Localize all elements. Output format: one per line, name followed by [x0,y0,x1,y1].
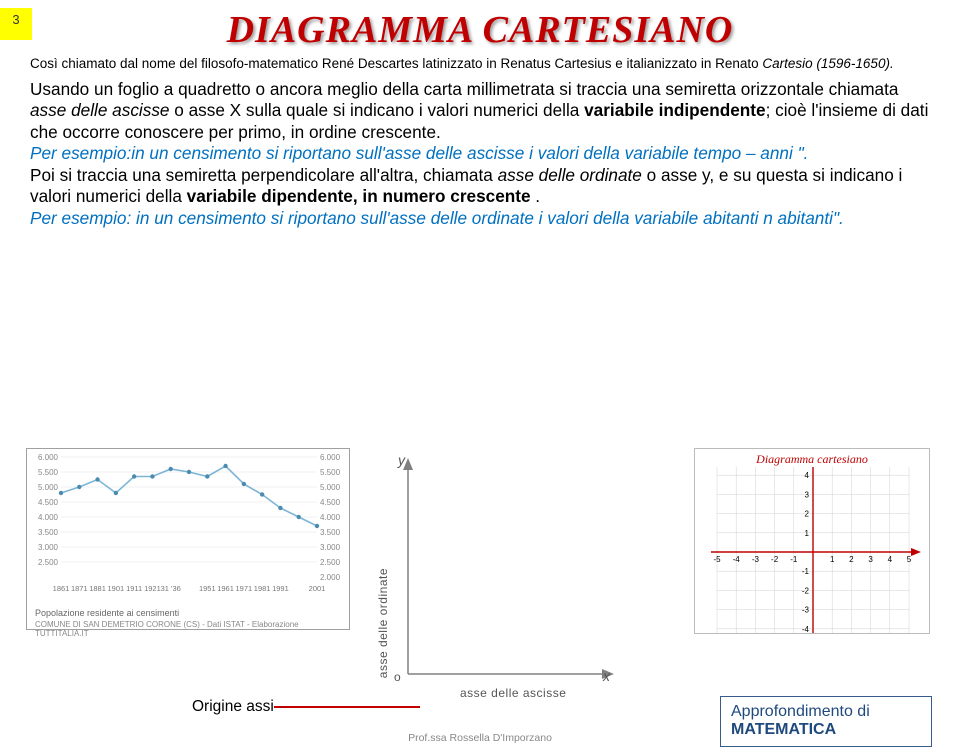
svg-text:-3: -3 [802,606,810,615]
svg-text:4: 4 [805,471,810,480]
svg-text:-1: -1 [802,567,810,576]
page-title: DIAGRAMMA CARTESIANO [0,8,960,52]
p2a: Poi si traccia una semiretta perpendicol… [30,165,498,185]
svg-text:3.500: 3.500 [320,528,341,537]
p1d: variabile indipendente [584,100,765,120]
x-axis-label: asse delle ascisse [460,686,566,700]
svg-text:3: 3 [805,490,810,499]
p1a: Usando un foglio a quadretto o ancora me… [30,79,898,99]
p2e: . [531,186,541,206]
population-chart: 6.000 5.500 5.000 4.500 4.000 3.500 3.000 2.500… [26,448,350,630]
svg-text:3.000: 3.000 [320,543,341,552]
svg-text:1: 1 [830,555,835,564]
svg-text:2001: 2001 [309,584,326,593]
origin-label: o [394,670,401,684]
example-2: Per esempio: in un censimento si riporta… [30,208,930,230]
svg-text:5: 5 [907,555,912,564]
svg-text:1861: 1861 [53,584,70,593]
svg-text:1921: 1921 [144,584,161,593]
paragraph-1: Usando un foglio a quadretto o ancora me… [30,79,930,144]
page-number: 3 [0,8,32,40]
svg-text:1981: 1981 [254,584,271,593]
svg-text:-2: -2 [771,555,779,564]
svg-text:4: 4 [888,555,893,564]
svg-text:6.000: 6.000 [38,453,59,462]
svg-text:3.500: 3.500 [38,528,59,537]
svg-text:2.500: 2.500 [320,558,341,567]
footer-author: Prof.ssa Rossella D'Imporzano [0,732,960,744]
svg-text:-5: -5 [713,555,721,564]
approf-line1: Approfondimento di [731,703,870,720]
svg-text:5.000: 5.000 [38,483,59,492]
svg-text:2.500: 2.500 [38,558,59,567]
origine-connector [274,706,420,708]
p1b: asse delle ascisse [30,100,169,120]
svg-text:5.500: 5.500 [320,468,341,477]
cartesian-svg: -5-5-4-4-3-3-2-2-1-11122334455 [695,467,931,633]
svg-text:1971: 1971 [236,584,253,593]
subtitle-ital: Cartesio (1596-1650). [762,56,893,71]
svg-text:1961: 1961 [217,584,234,593]
svg-text:3.000: 3.000 [38,543,59,552]
svg-text:-2: -2 [802,586,810,595]
axes-svg [372,448,622,704]
example-1: Per esempio:in un censimento si riportan… [30,143,930,165]
x-symbol: x [603,668,610,684]
subtitle: Così chiamato dal nome del filosofo-mate… [30,56,930,73]
svg-text:1871: 1871 [71,584,88,593]
svg-text:1881: 1881 [89,584,106,593]
axes-diagram: asse delle ordinate asse delle ascisse o… [372,448,622,704]
svg-text:1951: 1951 [199,584,216,593]
svg-text:4.500: 4.500 [320,498,341,507]
y-axis-label: asse delle ordinate [376,568,390,678]
fig3-title: Diagramma cartesiano [695,449,929,467]
svg-text:1911: 1911 [126,584,142,593]
cartesian-grid: Diagramma cartesiano -5-5-4-4-3-3-2-2-1-… [694,448,930,634]
svg-text:4.000: 4.000 [38,513,59,522]
body-text: Così chiamato dal nome del filosofo-mate… [0,52,960,229]
svg-text:-4: -4 [802,625,810,633]
svg-text:5.500: 5.500 [38,468,59,477]
fig1-subtitle: COMUNE DI SAN DEMETRIO CORONE (CS) - Dat… [27,618,349,638]
subtitle-text: Così chiamato dal nome del filosofo-mate… [30,56,762,71]
svg-text:31 '36: 31 '36 [161,584,181,593]
y-symbol: y [398,452,405,468]
svg-text:-4: -4 [733,555,741,564]
paragraph-2: Poi si traccia una semiretta perpendicol… [30,165,930,208]
svg-text:5.000: 5.000 [320,483,341,492]
svg-text:4.500: 4.500 [38,498,59,507]
figures-row: 6.000 5.500 5.000 4.500 4.000 3.500 3.000 2.500… [0,448,960,708]
svg-text:-1: -1 [790,555,798,564]
svg-text:3: 3 [868,555,873,564]
fig1-title: Popolazione residente ai censimenti [27,604,349,618]
population-chart-svg: 6.000 5.500 5.000 4.500 4.000 3.500 3.000 2.500… [27,449,351,599]
origine-assi-label: Origine assi [192,698,274,716]
svg-text:1991: 1991 [272,584,289,593]
svg-text:-3: -3 [752,555,760,564]
svg-text:2: 2 [805,510,810,519]
svg-text:2.000: 2.000 [320,573,341,582]
svg-text:6.000: 6.000 [320,453,341,462]
p2b: asse delle ordinate [498,165,642,185]
svg-text:1901: 1901 [108,584,125,593]
svg-text:4.000: 4.000 [320,513,341,522]
svg-text:2: 2 [849,555,854,564]
svg-text:1: 1 [805,529,810,538]
p1c: o asse X sulla quale si indicano i valor… [169,100,584,120]
p2d: variabile dipendente, in numero crescent… [187,186,531,206]
